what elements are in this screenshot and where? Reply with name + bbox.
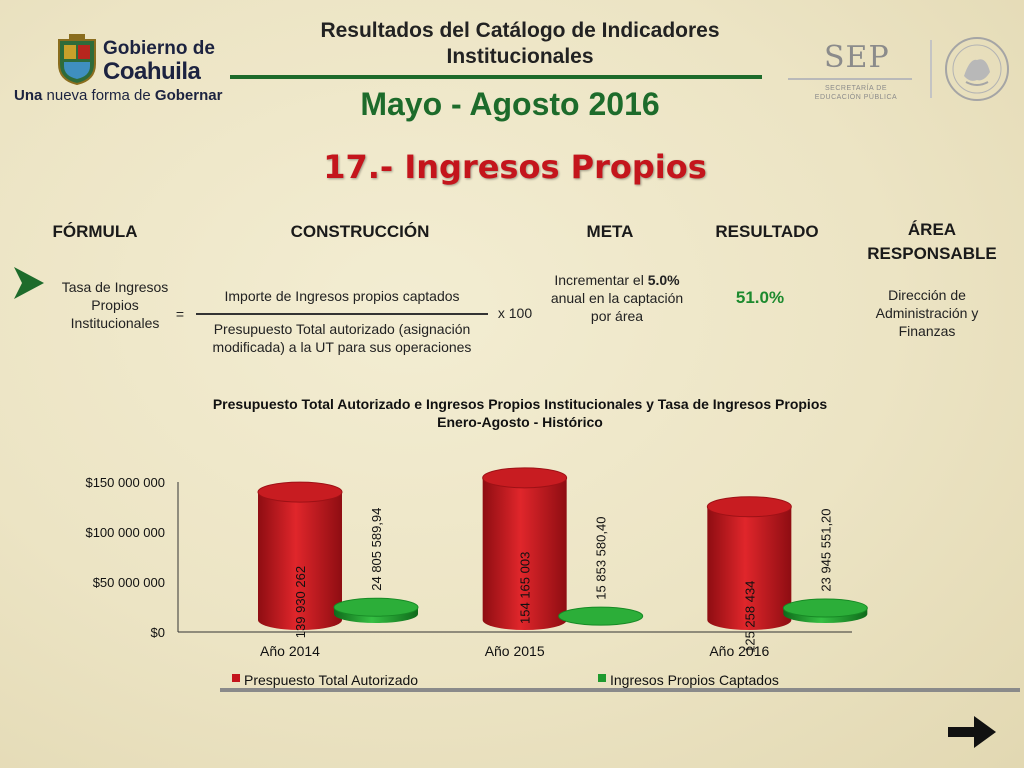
y-tick-label: $0	[151, 625, 165, 640]
tagline-bold-2: Gobernar	[154, 87, 223, 104]
formula-name: Tasa de Ingresos Propios Institucionales	[50, 278, 180, 332]
formula-numerator: Importe de Ingresos propios captados	[224, 288, 460, 304]
bar-label-ingresos: 15 853 580,40	[594, 517, 609, 600]
resultado-value: 51.0%	[735, 288, 785, 307]
tagline-bold-1: Una	[14, 87, 43, 104]
period-title: Mayo - Agosto 2016	[360, 86, 660, 122]
sep-sub-line1: SECRETARÍA DE	[825, 85, 887, 92]
bar-label-ingresos: 24 805 589,94	[369, 508, 384, 591]
col-header-area: ÁREA RESPONSABLE	[850, 218, 1014, 266]
chart-title: Presupuesto Total Autorizado e Ingresos …	[150, 395, 890, 431]
y-tick-label: $50 000 000	[93, 575, 165, 590]
sep-logo-text: SEP	[824, 40, 890, 75]
tagline: Una nueva forma de Gobernar	[14, 87, 222, 104]
bar-label-ingresos: 23 945 551,20	[818, 508, 833, 591]
sep-logo-divider	[788, 78, 912, 80]
meta-line1-bold: 5.0%	[647, 272, 680, 288]
title-divider	[230, 75, 762, 79]
formula-name-line3: Institucionales	[70, 315, 160, 331]
page-title: Resultados del Catálogo de Indicadores I…	[280, 18, 760, 70]
bar-ingresos-top	[558, 606, 644, 626]
logo-separator	[930, 40, 932, 98]
col-header-resultado: RESULTADO	[715, 222, 819, 241]
meta-line1-pre: Incrementar el	[554, 272, 648, 288]
formula-denominator: Presupuesto Total autorizado (asignación…	[186, 320, 498, 356]
col-header-construccion: CONSTRUCCIÓN	[290, 222, 430, 241]
tagline-middle: nueva forma de	[42, 87, 155, 104]
logo-line1: Gobierno de	[103, 38, 215, 59]
meta-line2: anual en la captación	[550, 290, 684, 306]
formula-denominator-line2: modificada) a la UT para sus operaciones	[212, 339, 472, 355]
logo-line2: Coahuila	[103, 58, 201, 85]
bar-presupuesto	[482, 477, 567, 630]
footer-divider	[220, 688, 1020, 692]
formula-denominator-line1: Presupuesto Total autorizado (asignación	[213, 321, 471, 337]
bar-ingresos-top	[333, 597, 419, 617]
sep-logo-subtitle: SECRETARÍA DE EDUCACIÓN PÚBLICA	[806, 84, 906, 102]
legend-swatch	[598, 674, 606, 682]
y-tick-label: $150 000 000	[85, 475, 165, 490]
col-header-formula: FÓRMULA	[52, 222, 138, 241]
fraction-line	[196, 313, 488, 315]
bar-presupuesto-top	[482, 467, 568, 489]
formula-multiplier: x 100	[497, 305, 533, 321]
x-tick-label: Año 2016	[709, 643, 769, 659]
indicator-title: 17.- Ingresos Propios	[323, 148, 707, 186]
meta-line1: Incrementar el 5.0%	[532, 271, 702, 289]
meta-line3: por área	[590, 308, 644, 324]
bullet-arrow-icon	[14, 267, 44, 299]
area-line3: Finanzas	[898, 323, 956, 339]
col-header-meta: META	[586, 222, 634, 241]
legend-label: Ingresos Propios Captados	[610, 672, 779, 688]
sep-sub-line2: EDUCACIÓN PÚBLICA	[814, 94, 898, 101]
legend-swatch	[232, 674, 240, 682]
area-line2: Administración y	[875, 305, 979, 321]
bar-ingresos-top	[782, 598, 868, 618]
page-title-line1: Resultados del Catálogo de Indicadores	[320, 19, 720, 42]
bar-presupuesto	[258, 492, 342, 630]
meta-text: Incrementar el 5.0% anual en la captació…	[532, 271, 702, 325]
area-text: Dirección de Administración y Finanzas	[852, 286, 1002, 340]
coahuila-shield-logo	[58, 34, 96, 86]
x-tick-label: Año 2014	[260, 643, 320, 659]
bar-label-presupuesto: 154 165 003	[518, 552, 533, 624]
page-title-line2: Institucionales	[446, 45, 594, 68]
formula-equals: =	[175, 306, 185, 322]
legend-label: Prespuesto Total Autorizado	[244, 672, 418, 688]
x-tick-label: Año 2015	[485, 643, 545, 659]
bar-presupuesto	[707, 506, 792, 630]
area-line1: Dirección de	[888, 287, 966, 303]
next-slide-arrow-icon[interactable]	[944, 708, 998, 756]
formula-name-line1: Tasa de Ingresos	[61, 279, 169, 295]
bar-presupuesto-top	[706, 496, 792, 518]
formula-name-line2: Propios	[91, 297, 139, 313]
y-tick-label: $100 000 000	[85, 525, 165, 540]
bar-presupuesto-top	[257, 481, 343, 503]
national-seal-icon	[945, 37, 1009, 101]
bar-label-presupuesto: 139 930 262	[293, 566, 308, 638]
chart-title-line2: Enero-Agosto - Histórico	[437, 414, 603, 430]
bar-label-presupuesto: 125 258 434	[742, 581, 757, 653]
col-header-area-line2: RESPONSABLE	[867, 244, 997, 263]
chart-title-line1: Presupuesto Total Autorizado e Ingresos …	[212, 396, 828, 412]
col-header-area-line1: ÁREA	[907, 220, 957, 239]
